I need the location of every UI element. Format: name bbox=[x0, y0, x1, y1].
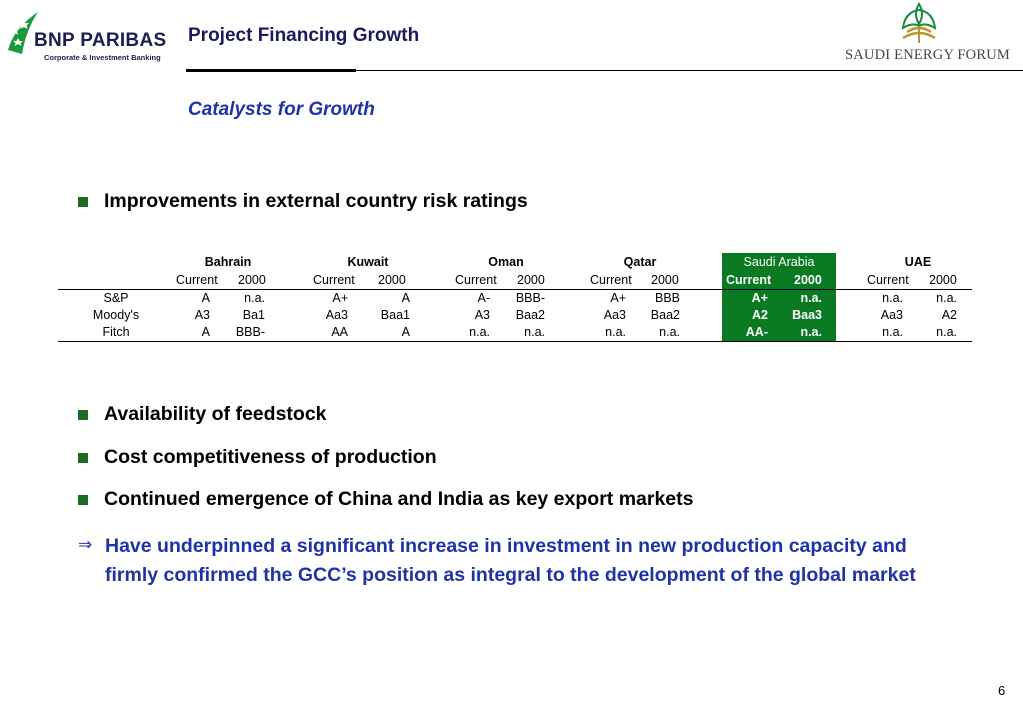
double-right-arrow-icon: ⇒ bbox=[78, 535, 93, 555]
subheader-year: 2000 bbox=[929, 273, 957, 287]
header-rule-thick bbox=[186, 69, 356, 72]
bnp-paribas-logo: BNP PARIBAS Corporate & Investment Banki… bbox=[4, 10, 174, 68]
table-cell: A bbox=[201, 291, 210, 305]
table-cell: n.a. bbox=[882, 325, 903, 339]
header-country: UAE bbox=[904, 255, 932, 269]
bullet-text: Cost competitiveness of production bbox=[104, 446, 437, 468]
table-cell: A bbox=[401, 325, 410, 339]
table-cell: n.a. bbox=[524, 325, 545, 339]
subheader-year: 2000 bbox=[651, 273, 679, 287]
table-cell: Baa2 bbox=[650, 308, 680, 322]
table-cell: n.a. bbox=[936, 325, 957, 339]
bullet-text: Availability of feedstock bbox=[104, 403, 327, 425]
subheader-current: Current bbox=[590, 273, 632, 287]
table-cell: n.a. bbox=[936, 291, 957, 305]
header-rule-thin bbox=[356, 70, 1023, 71]
table-cell: n.a. bbox=[800, 291, 822, 305]
header-country-highlight: Saudi Arabia bbox=[743, 255, 815, 269]
bullet-item: Improvements in external country risk ra… bbox=[78, 190, 528, 213]
page-title: Project Financing Growth bbox=[188, 25, 420, 46]
table-row-label: Fitch bbox=[102, 325, 130, 339]
saudi-highlight-column bbox=[722, 253, 836, 341]
table-cell: Aa3 bbox=[880, 308, 903, 322]
table-cell: Aa3 bbox=[603, 308, 626, 322]
header-country: Bahrain bbox=[204, 255, 252, 269]
subheader-current: Current bbox=[455, 273, 497, 287]
table-cell: Baa3 bbox=[792, 308, 822, 322]
header-country: Kuwait bbox=[347, 255, 389, 269]
subheader-current: Current bbox=[176, 273, 218, 287]
square-bullet-icon bbox=[78, 452, 88, 463]
bullet-text: Continued emergence of China and India a… bbox=[104, 488, 694, 510]
table-cell: n.a. bbox=[605, 325, 626, 339]
table-cell: AA bbox=[331, 325, 348, 339]
saudi-energy-forum-text: SAUDI ENERGY FORUM bbox=[845, 47, 1010, 63]
table-cell: BBB bbox=[654, 291, 680, 305]
bullet-item: Continued emergence of China and India a… bbox=[78, 488, 694, 511]
bnp-brand-name: BNP PARIBAS bbox=[34, 30, 167, 51]
square-bullet-icon bbox=[78, 196, 88, 207]
header-country: Qatar bbox=[623, 255, 657, 269]
subheader-year: 2000 bbox=[238, 273, 266, 287]
table-row-label: Moody's bbox=[92, 308, 140, 322]
bnp-brand-subtitle: Corporate & Investment Banking bbox=[44, 53, 161, 62]
subheader-current: Current bbox=[313, 273, 355, 287]
table-cell: BBB- bbox=[235, 325, 265, 339]
subheader-current-highlight: Current bbox=[726, 273, 772, 287]
table-cell: Aa3 bbox=[325, 308, 348, 322]
square-bullet-icon bbox=[78, 409, 88, 420]
table-header-rule bbox=[58, 289, 972, 290]
table-cell: A bbox=[401, 291, 410, 305]
bullet-item: Availability of feedstock bbox=[78, 403, 327, 426]
table-cell: A+ bbox=[610, 291, 626, 305]
subheader-year: 2000 bbox=[378, 273, 406, 287]
table-cell: A+ bbox=[751, 291, 768, 305]
table-cell: A3 bbox=[194, 308, 210, 322]
table-cell: BBB- bbox=[515, 291, 545, 305]
table-cell: A bbox=[201, 325, 210, 339]
table-cell: n.a. bbox=[244, 291, 265, 305]
table-cell: Baa1 bbox=[380, 308, 410, 322]
table-cell: n.a. bbox=[469, 325, 490, 339]
section-subtitle: Catalysts for Growth bbox=[188, 99, 375, 120]
subheader-year: 2000 bbox=[517, 273, 545, 287]
table-cell: A2 bbox=[941, 308, 957, 322]
table-cell: n.a. bbox=[800, 325, 822, 339]
table-row-label: S&P bbox=[103, 291, 129, 305]
palm-emblem-icon bbox=[901, 2, 937, 43]
table-cell: n.a. bbox=[659, 325, 680, 339]
table-cell: n.a. bbox=[882, 291, 903, 305]
bullet-text: Improvements in external country risk ra… bbox=[104, 190, 528, 212]
table-cell: A3 bbox=[474, 308, 490, 322]
page-number: 6 bbox=[998, 683, 1006, 698]
subheader-year-highlight: 2000 bbox=[794, 273, 822, 287]
table-cell: Ba1 bbox=[242, 308, 265, 322]
conclusion-text: Have underpinned a significant increase … bbox=[105, 535, 916, 586]
subheader-current: Current bbox=[867, 273, 909, 287]
table-cell: A+ bbox=[332, 291, 348, 305]
saudi-energy-forum-logo: SAUDI ENERGY FORUM bbox=[845, 0, 1023, 70]
square-bullet-icon bbox=[78, 494, 88, 505]
header-country: Oman bbox=[488, 255, 524, 269]
table-bottom-rule bbox=[58, 341, 972, 342]
table-cell: Baa2 bbox=[515, 308, 545, 322]
table-cell: AA- bbox=[745, 325, 768, 339]
table-cell: A- bbox=[477, 291, 491, 305]
table-cell: A2 bbox=[752, 308, 768, 322]
bullet-item: Cost competitiveness of production bbox=[78, 446, 437, 469]
bnp-stars-icon bbox=[8, 12, 38, 54]
